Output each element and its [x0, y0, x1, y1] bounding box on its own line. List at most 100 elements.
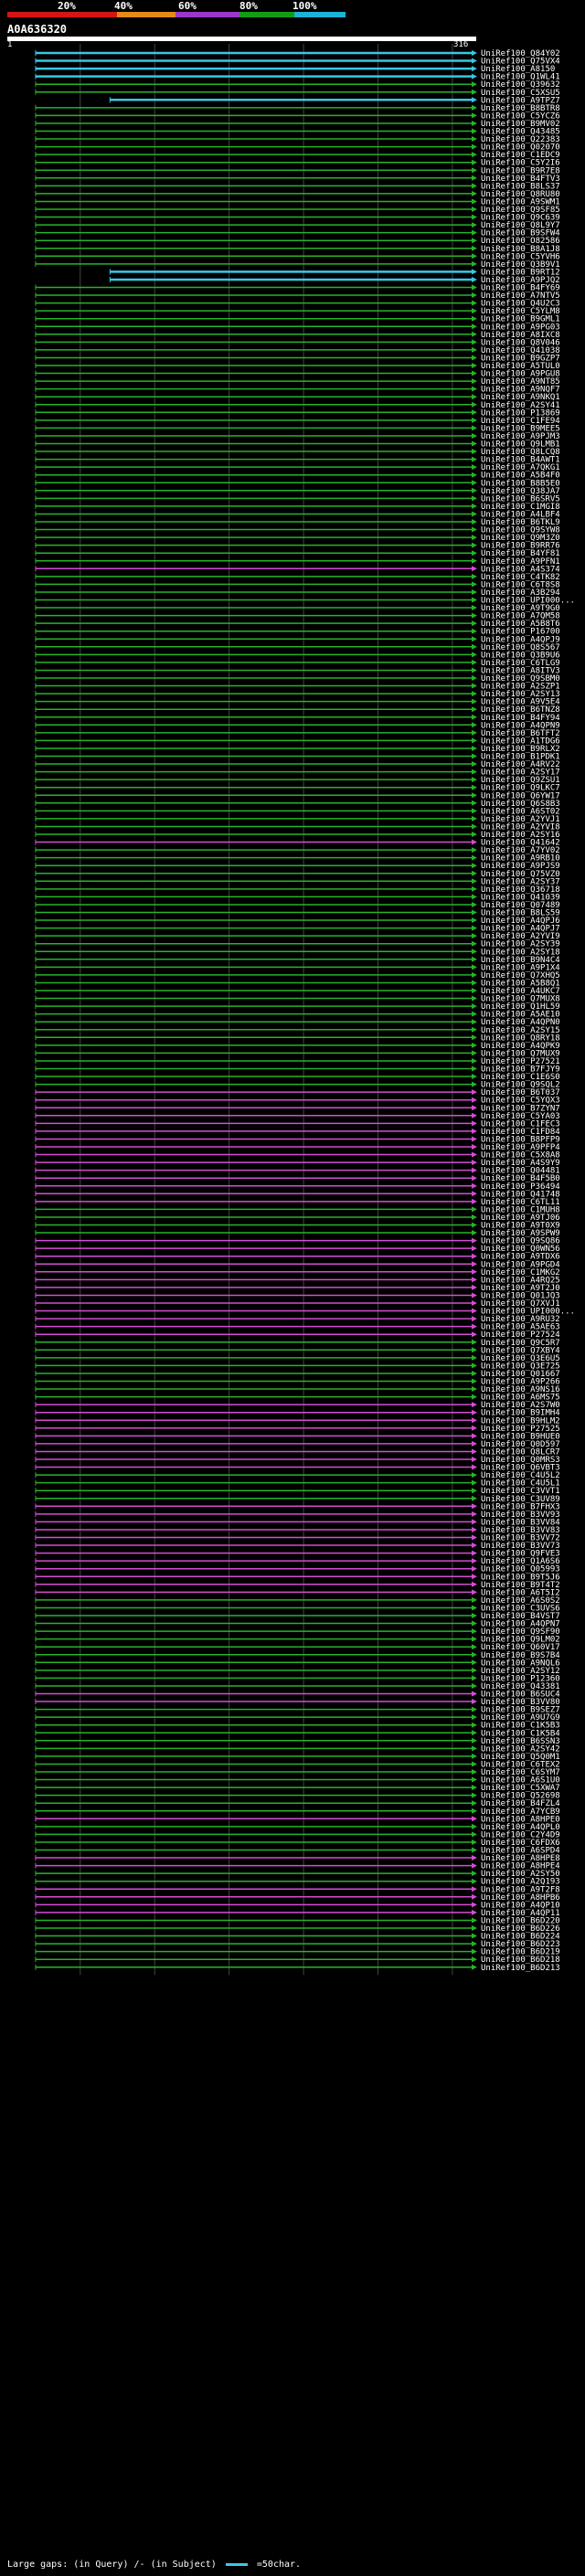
- hit-row[interactable]: UniRef100_C4U5L2: [35, 1471, 560, 1480]
- hit-row[interactable]: UniRef100_Q9ZSU1: [35, 776, 560, 785]
- hit-row[interactable]: UniRef100_B9MEE5: [35, 424, 560, 433]
- hit-row[interactable]: UniRef100_B9T5J6: [35, 1573, 560, 1582]
- hit-row[interactable]: UniRef100_A9T2J0: [35, 1284, 560, 1293]
- hit-row[interactable]: UniRef100_A4QPJ6: [35, 917, 560, 926]
- hit-row[interactable]: UniRef100_A8IXC8: [35, 331, 560, 340]
- hit-row[interactable]: UniRef100_B9IMH4: [35, 1409, 560, 1418]
- hit-row[interactable]: UniRef100_A7YCB9: [35, 1807, 560, 1817]
- hit-row[interactable]: UniRef100_B3VV84: [35, 1518, 560, 1527]
- hit-row[interactable]: UniRef100_A4QP10: [35, 1901, 560, 1910]
- hit-row[interactable]: UniRef100_B6TNZ8: [35, 705, 560, 715]
- hit-row[interactable]: UniRef100_B7FHX3: [35, 1502, 560, 1511]
- hit-row[interactable]: UniRef100_B9S7B4: [35, 1651, 560, 1660]
- hit-row[interactable]: UniRef100_Q8L9Y7: [35, 221, 560, 230]
- hit-row[interactable]: UniRef100_B3VV80: [35, 1698, 560, 1707]
- hit-row[interactable]: UniRef100_Q8LCR7: [35, 1447, 560, 1457]
- hit-row[interactable]: UniRef100_B7ZYN7: [35, 1104, 560, 1113]
- hit-row[interactable]: UniRef100_Q9C639: [35, 214, 560, 223]
- hit-row[interactable]: UniRef100_Q04481: [35, 1167, 560, 1176]
- hit-row[interactable]: UniRef100_Q9LM02: [35, 1636, 560, 1645]
- hit-row[interactable]: UniRef100_B6SRV5: [35, 494, 560, 504]
- hit-row[interactable]: UniRef100_B9N4C4: [35, 956, 560, 965]
- hit-row[interactable]: UniRef100_C5YCZ6: [35, 111, 560, 121]
- hit-row[interactable]: UniRef100_Q9FVE3: [35, 1550, 560, 1559]
- hit-row[interactable]: UniRef100_B6D213: [35, 1964, 560, 1973]
- hit-row[interactable]: UniRef100_C1K5B4: [35, 1729, 560, 1738]
- hit-row[interactable]: UniRef100_B6TKL9: [35, 518, 560, 527]
- hit-row[interactable]: UniRef100_Q22383: [35, 135, 560, 144]
- hit-row[interactable]: UniRef100_Q0MRS3: [35, 1456, 560, 1465]
- hit-row[interactable]: UniRef100_Q9SQ86: [35, 1237, 560, 1246]
- hit-row[interactable]: UniRef100_C1MGI8: [35, 503, 560, 512]
- hit-row[interactable]: UniRef100_Q7MUX9: [35, 1049, 560, 1058]
- hit-row[interactable]: UniRef100_B4FTV3: [35, 175, 560, 184]
- hit-row[interactable]: UniRef100_A9PJS9: [35, 862, 560, 871]
- hit-row[interactable]: UniRef100_A2SY41: [35, 401, 560, 410]
- hit-row[interactable]: UniRef100_C1MKG2: [35, 1268, 560, 1277]
- hit-row[interactable]: UniRef100_C6T8S8: [35, 580, 560, 589]
- hit-row[interactable]: UniRef100_A9NS16: [35, 1385, 560, 1394]
- hit-row[interactable]: UniRef100_Q7XBY4: [35, 1346, 560, 1355]
- hit-row[interactable]: UniRef100_A2SY16: [35, 831, 560, 840]
- hit-row[interactable]: UniRef100_A4RV22: [35, 760, 560, 769]
- hit-row[interactable]: UniRef100_Q43485: [35, 128, 560, 137]
- hit-row[interactable]: UniRef100_A2SY12: [35, 1667, 560, 1676]
- hit-row[interactable]: UniRef100_A9PJM3: [35, 432, 560, 441]
- hit-row[interactable]: UniRef100_A4QPJ9: [35, 635, 560, 644]
- hit-row[interactable]: UniRef100_A4QPJ7: [35, 925, 560, 934]
- hit-row[interactable]: UniRef100_A2SY18: [35, 948, 560, 957]
- hit-row[interactable]: UniRef100_B4VST7: [35, 1612, 560, 1621]
- hit-row[interactable]: UniRef100_A4QPL0: [35, 1823, 560, 1832]
- hit-row[interactable]: UniRef100_B6D226: [35, 1924, 560, 1934]
- hit-row[interactable]: UniRef100_C5XWA7: [35, 1784, 560, 1793]
- hit-row[interactable]: UniRef100_C5X8A8: [35, 1151, 560, 1161]
- hit-row[interactable]: UniRef100_P27525: [35, 1425, 560, 1434]
- hit-row[interactable]: UniRef100_Q7XVJ1: [35, 1299, 560, 1309]
- hit-row[interactable]: UniRef100_Q3B9U6: [35, 651, 560, 660]
- hit-row[interactable]: UniRef100_B6TFT2: [35, 729, 560, 738]
- hit-row[interactable]: UniRef100_B9HLM2: [35, 1416, 560, 1426]
- hit-row[interactable]: UniRef100_Q6S8B3: [35, 800, 560, 809]
- hit-row[interactable]: UniRef100_Q7XHQ5: [35, 971, 560, 981]
- hit-row[interactable]: UniRef100_A9NKQ1: [35, 393, 560, 402]
- hit-row[interactable]: UniRef100_A5B8T6: [35, 620, 560, 629]
- hit-row[interactable]: UniRef100_A4QPK9: [35, 1042, 560, 1051]
- hit-row[interactable]: UniRef100_A9T9G0: [35, 604, 560, 613]
- hit-row[interactable]: UniRef100_Q9M3Z0: [35, 534, 560, 543]
- hit-row[interactable]: UniRef100_B8BTR8: [35, 104, 560, 113]
- hit-row[interactable]: UniRef100_A4S374: [35, 565, 560, 574]
- hit-row[interactable]: UniRef100_C5XSU5: [35, 89, 560, 98]
- hit-row[interactable]: UniRef100_A9TJ06: [35, 1214, 560, 1223]
- hit-row[interactable]: UniRef100_A6T5I2: [35, 1588, 560, 1597]
- hit-row[interactable]: UniRef100_A4LBF4: [35, 510, 560, 519]
- hit-row[interactable]: UniRef100_B9HUE0: [35, 1432, 560, 1441]
- hit-row[interactable]: UniRef100_Q9SYW8: [35, 526, 560, 535]
- hit-row[interactable]: UniRef100_A9P266: [35, 1378, 560, 1387]
- hit-row[interactable]: UniRef100_Q8RU80: [35, 190, 560, 199]
- hit-row[interactable]: UniRef100_C4U5L1: [35, 1479, 560, 1489]
- hit-row[interactable]: UniRef100_B1PDK1: [35, 753, 560, 762]
- hit-row[interactable]: UniRef100_B9GZP7: [35, 354, 560, 363]
- hit-row[interactable]: UniRef100_A2SZP1: [35, 683, 560, 692]
- hit-row[interactable]: UniRef100_Q84Y02: [35, 49, 560, 58]
- hit-row[interactable]: UniRef100_A2YVI9: [35, 932, 560, 941]
- hit-row[interactable]: UniRef100_B9RLX2: [35, 745, 560, 754]
- hit-row[interactable]: UniRef100_A7QM58: [35, 612, 560, 621]
- hit-row[interactable]: UniRef100_Q8LCQ8: [35, 448, 560, 457]
- hit-row[interactable]: UniRef100_B4FY69: [35, 284, 560, 293]
- hit-row[interactable]: UniRef100_A5B4F0: [35, 472, 560, 481]
- hit-row[interactable]: UniRef100_B6D218: [35, 1956, 560, 1965]
- hit-row[interactable]: UniRef100_A6SPD4: [35, 1847, 560, 1856]
- hit-row[interactable]: UniRef100_A9V5E4: [35, 698, 560, 707]
- hit-row[interactable]: UniRef100_A2SY13: [35, 690, 560, 699]
- hit-row[interactable]: UniRef100_A5TUL0: [35, 362, 560, 371]
- hit-row[interactable]: UniRef100_Q8S567: [35, 643, 560, 652]
- hit-row[interactable]: UniRef100_B6D224: [35, 1933, 560, 1942]
- hit-row[interactable]: UniRef100_A9NQF7: [35, 386, 560, 395]
- hit-row[interactable]: UniRef100_Q7MUX8: [35, 995, 560, 1004]
- hit-row[interactable]: UniRef100_A7NTV5: [35, 292, 560, 301]
- hit-row[interactable]: UniRef100_Q0WN56: [35, 1245, 560, 1254]
- hit-row[interactable]: UniRef100_C5YA03: [35, 1112, 560, 1121]
- hit-row[interactable]: UniRef100_P27521: [35, 1057, 560, 1066]
- hit-row[interactable]: UniRef100_A9P1X4: [35, 963, 560, 972]
